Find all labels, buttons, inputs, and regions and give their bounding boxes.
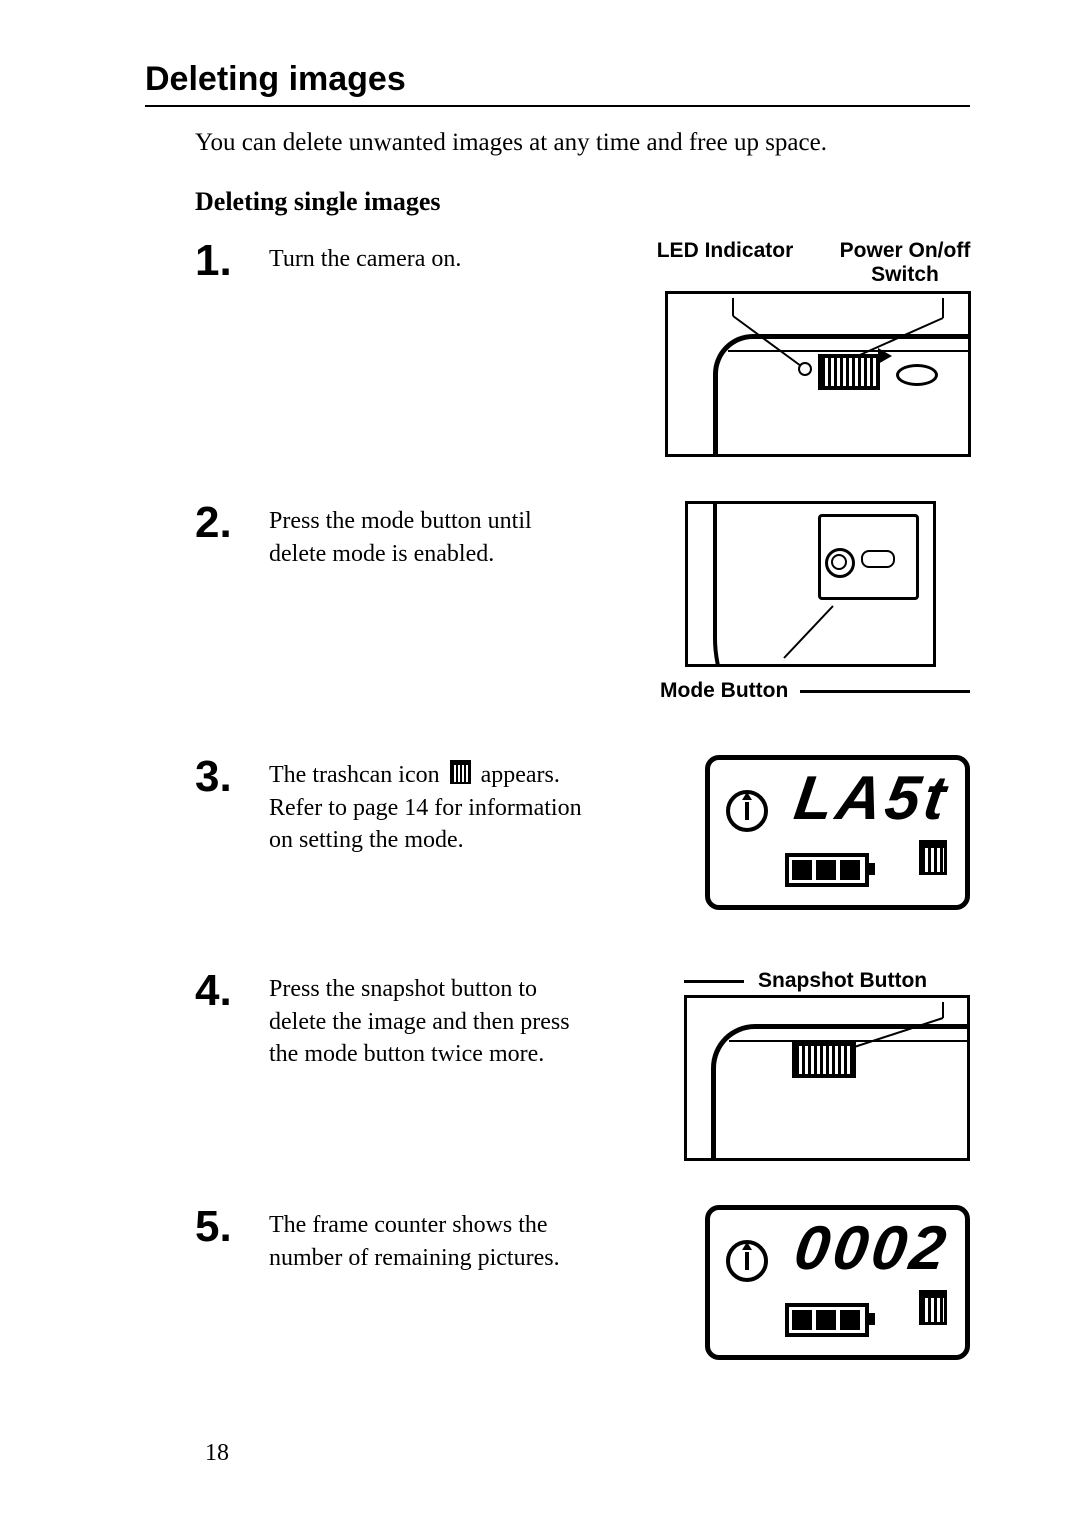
figure-lcd-counter: 0002 xyxy=(670,1205,970,1360)
step-number: 5. xyxy=(195,1205,241,1249)
figure-box xyxy=(685,501,936,667)
arrow-right-icon xyxy=(878,348,892,364)
step-number: 2. xyxy=(195,501,241,545)
lcd-panel: 0002 xyxy=(705,1205,970,1360)
snapshot-button-icon xyxy=(861,550,895,568)
subheading: Deleting single images xyxy=(195,187,970,217)
step-5: 5. The frame counter shows the number of… xyxy=(195,1205,970,1375)
step-text-before: The trashcan icon xyxy=(269,762,446,788)
step-3: 3. The trashcan icon appears. Refer to p… xyxy=(195,755,970,925)
caption-rule xyxy=(800,690,970,693)
trash-icon xyxy=(919,1295,947,1325)
figure-mode-button: Mode Button xyxy=(660,501,970,703)
step-text: Press the mode button until delete mode … xyxy=(269,501,589,570)
figure-lcd-last: LA5t xyxy=(670,755,970,910)
label-mode-button: Mode Button xyxy=(660,679,788,703)
label-led-indicator: LED Indicator xyxy=(650,239,800,287)
trash-icon xyxy=(450,763,471,784)
step-number: 1. xyxy=(195,239,241,283)
intro-text: You can delete unwanted images at any ti… xyxy=(195,129,970,157)
page-number: 18 xyxy=(205,1440,229,1467)
title-rule xyxy=(145,105,970,107)
steps-list: 1. Turn the camera on. LED Indicator Pow… xyxy=(195,239,970,1375)
lcd-panel: LA5t xyxy=(705,755,970,910)
step-4: 4. Press the snapshot button to delete t… xyxy=(195,969,970,1161)
figure-power-switch: LED Indicator Power On/off Switch xyxy=(660,239,970,457)
lcd-digits: 0002 xyxy=(791,1218,954,1280)
step-number: 3. xyxy=(195,755,241,799)
step-1: 1. Turn the camera on. LED Indicator Pow… xyxy=(195,239,970,457)
step-text: The trashcan icon appears. Refer to page… xyxy=(269,755,589,856)
figure-box xyxy=(684,995,970,1161)
power-switch-icon xyxy=(818,354,880,390)
figure-snapshot-button: Snapshot Button xyxy=(660,969,970,1161)
step-number: 4. xyxy=(195,969,241,1013)
step-text: Press the snapshot button to delete the … xyxy=(269,969,589,1070)
flash-icon xyxy=(726,1240,768,1282)
battery-icon xyxy=(785,853,869,887)
caption-rule xyxy=(684,980,744,983)
lcd-digits: LA5t xyxy=(791,768,953,830)
trash-icon xyxy=(919,845,947,875)
step-text: Turn the camera on. xyxy=(269,239,461,275)
step-text: The frame counter shows the number of re… xyxy=(269,1205,589,1274)
step-2: 2. Press the mode button until delete mo… xyxy=(195,501,970,711)
label-power-switch: Power On/off Switch xyxy=(830,239,980,287)
battery-icon xyxy=(785,1303,869,1337)
page-title: Deleting images xyxy=(145,60,970,99)
figure-box xyxy=(665,291,971,457)
flash-icon xyxy=(726,790,768,832)
label-snapshot-button: Snapshot Button xyxy=(758,969,927,993)
manual-page: Deleting images You can delete unwanted … xyxy=(0,0,1080,1529)
snapshot-switch-icon xyxy=(792,1042,856,1078)
